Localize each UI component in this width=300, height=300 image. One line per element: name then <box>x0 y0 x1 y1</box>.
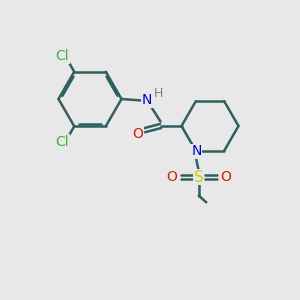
Text: Cl: Cl <box>56 49 69 63</box>
Text: O: O <box>220 170 231 184</box>
Text: H: H <box>154 87 163 101</box>
Text: O: O <box>166 170 177 184</box>
Text: N: N <box>191 144 202 158</box>
Text: O: O <box>132 127 143 141</box>
Text: N: N <box>142 94 152 107</box>
Text: Cl: Cl <box>56 135 69 149</box>
Text: S: S <box>194 169 204 184</box>
